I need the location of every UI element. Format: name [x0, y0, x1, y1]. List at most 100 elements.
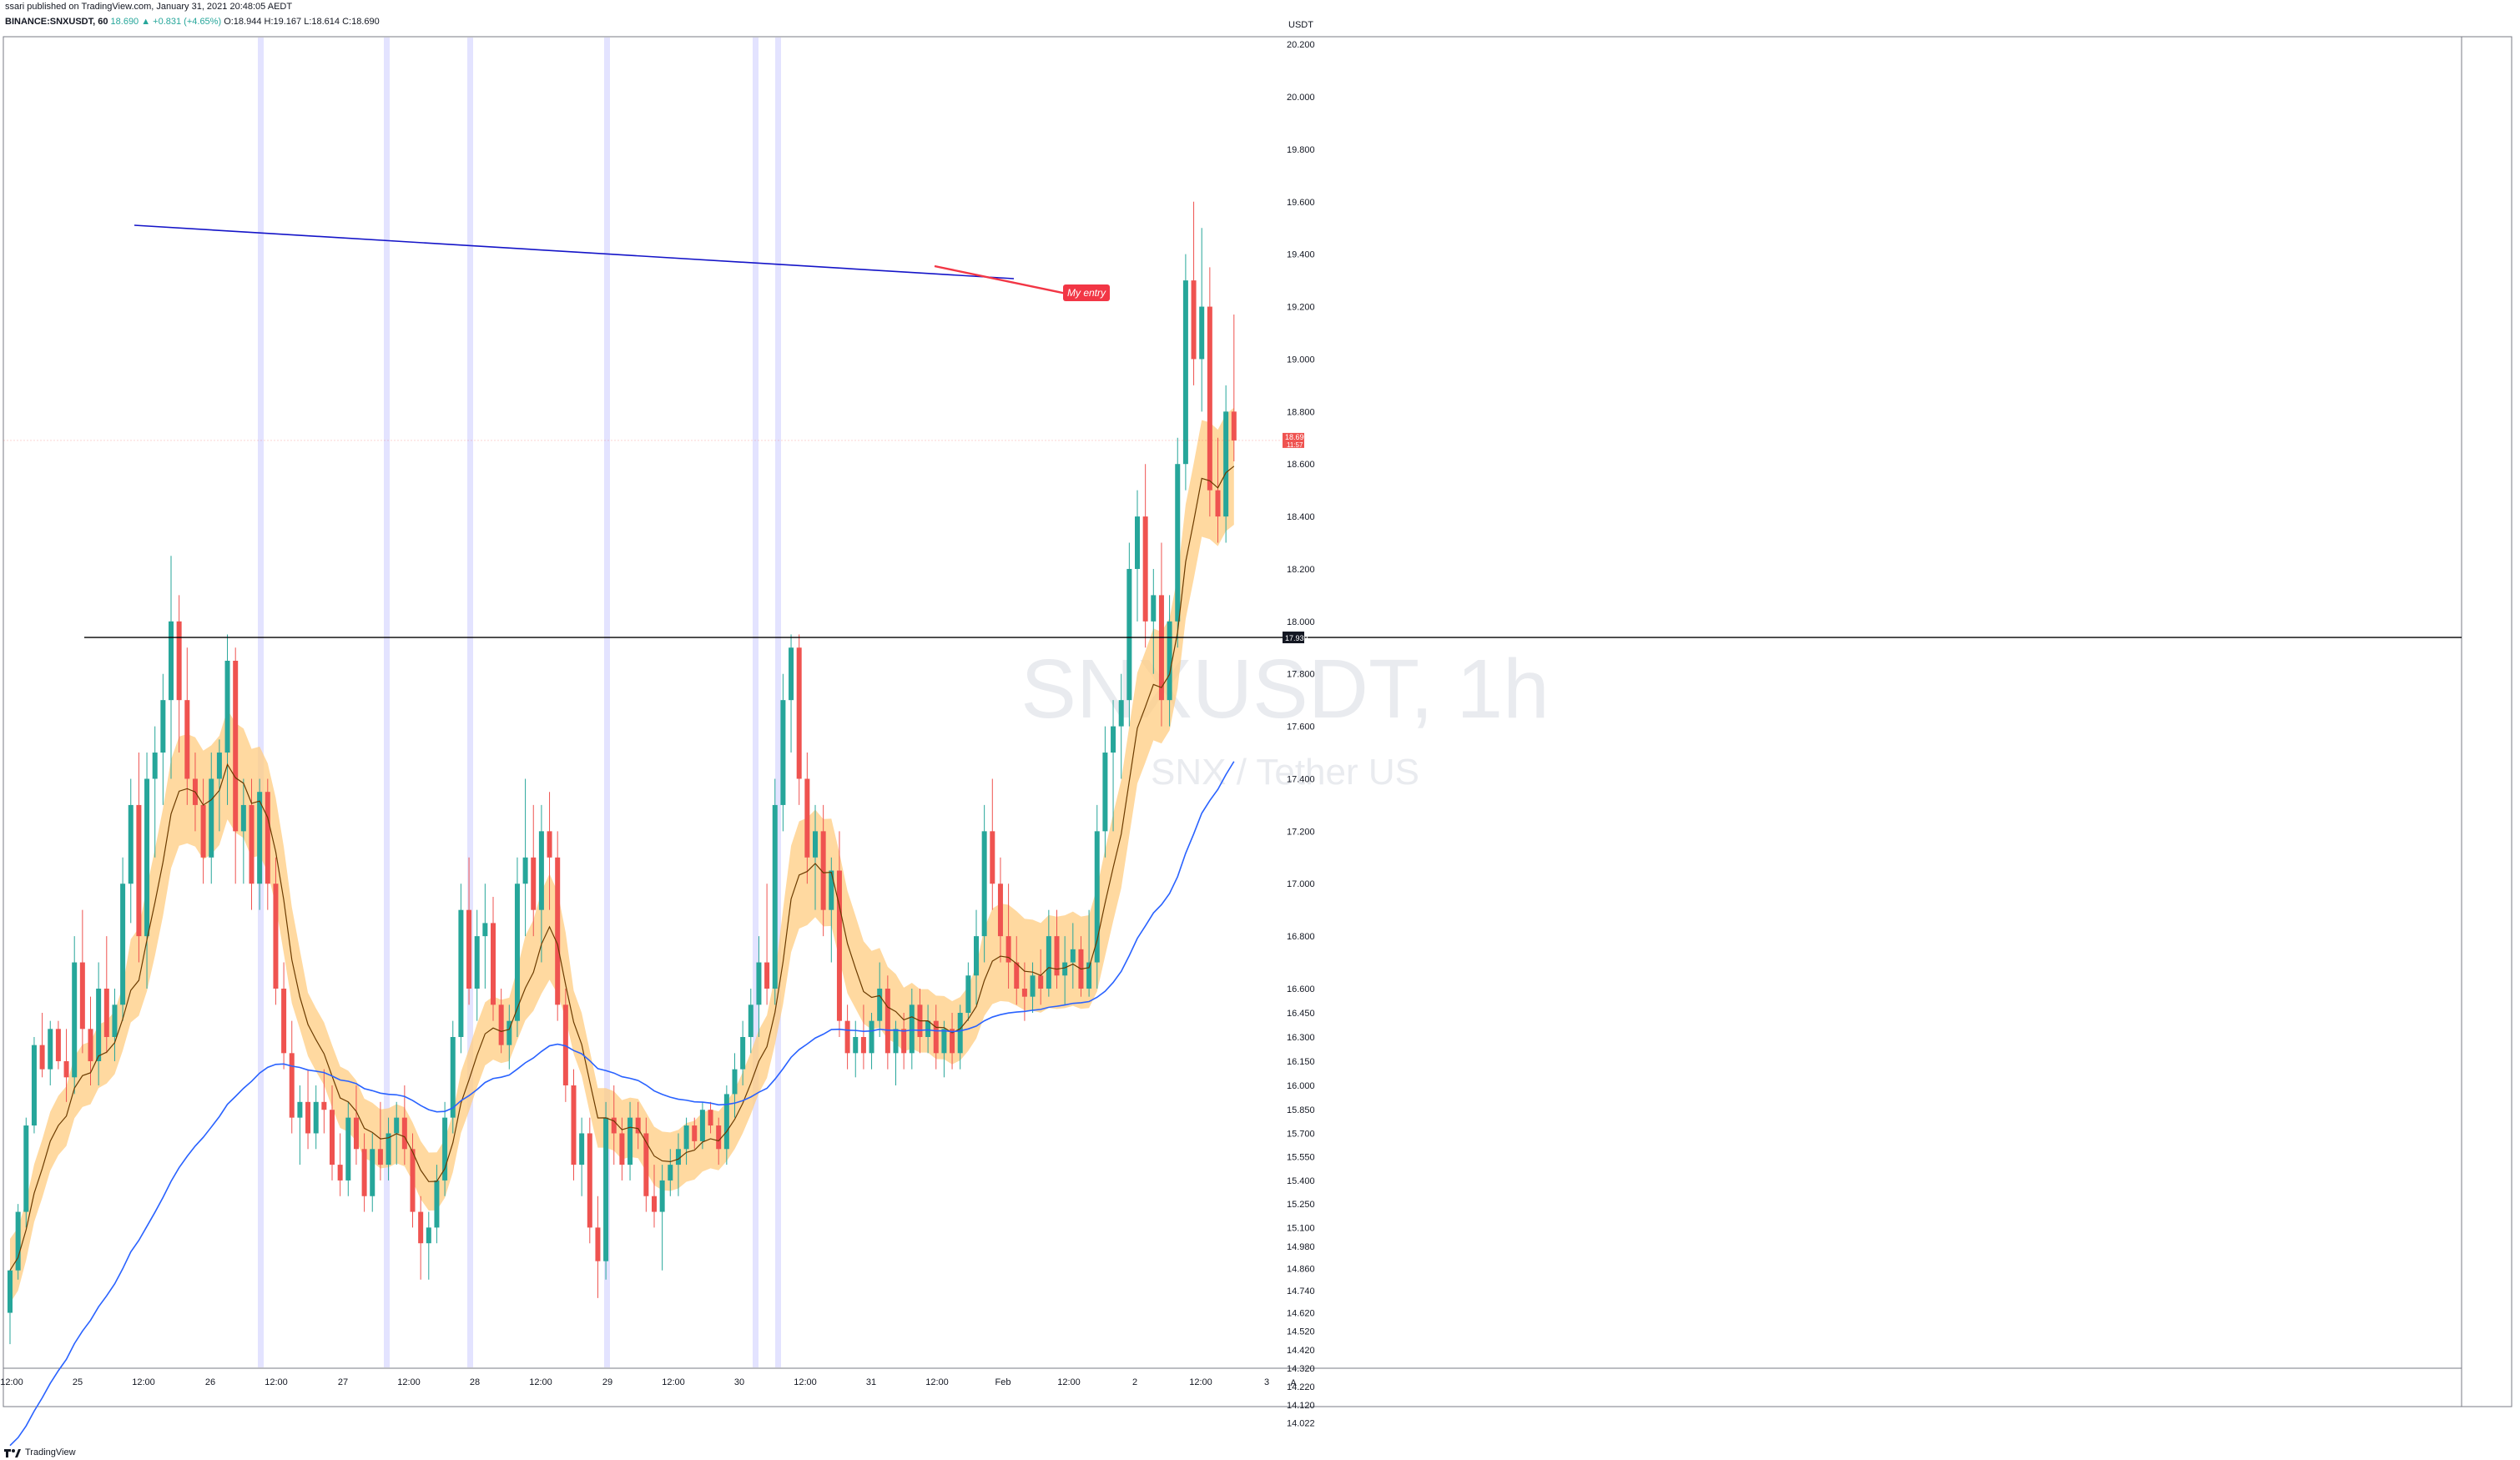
candle-body	[1030, 975, 1036, 997]
time-tick-label: 12:00	[662, 1377, 685, 1387]
candle-body	[8, 1270, 13, 1313]
ema-fast-line	[9, 466, 1235, 1271]
candle-body	[491, 923, 496, 1005]
candle-body	[79, 962, 85, 1030]
candle-body	[1182, 280, 1188, 465]
candle-97	[789, 634, 794, 753]
time-tick-label: 12:00	[925, 1377, 949, 1387]
candle-body	[313, 1101, 319, 1134]
drawings[interactable]: My entry	[84, 224, 2462, 638]
candle-63	[514, 857, 520, 1037]
candle-body	[31, 1045, 37, 1126]
time-tick-label: 12:00	[529, 1377, 552, 1387]
candle-129	[1046, 909, 1051, 997]
price-tick-label: 17.800	[1287, 670, 1315, 680]
candle-body	[72, 962, 78, 1078]
candle-body	[844, 1020, 850, 1054]
candle-55	[450, 1020, 456, 1134]
candle-body	[1086, 962, 1092, 989]
candle-59	[482, 884, 488, 989]
candle-body	[635, 1117, 641, 1134]
watermark-name: SNX / Tether US	[1151, 752, 1419, 793]
candle-67	[547, 792, 552, 910]
candle-body	[723, 1094, 729, 1150]
candle-64	[522, 778, 528, 937]
candle-body	[1062, 962, 1068, 976]
candle-122	[990, 778, 995, 910]
price-tick-label: 15.250	[1287, 1200, 1315, 1210]
candle-83	[675, 1133, 681, 1196]
time-tick-label: 12:00	[265, 1377, 288, 1387]
candle-body	[305, 1101, 311, 1134]
candle-body	[804, 778, 810, 858]
candle-40	[330, 1085, 335, 1181]
session-highlight-3	[604, 38, 610, 1367]
tradingview-logo[interactable]: TradingView	[3, 1447, 76, 1458]
time-tick-label: 28	[470, 1377, 480, 1387]
candle-38	[313, 1085, 319, 1150]
countdown-label: 11:57	[1287, 441, 1303, 449]
candle-body	[1135, 516, 1140, 569]
time-tick-label: 30	[734, 1377, 744, 1387]
candle-body	[860, 1036, 866, 1054]
candle-body	[547, 831, 552, 858]
candle-125	[1014, 936, 1020, 1005]
candle-body	[289, 1053, 295, 1118]
candle-body	[136, 804, 142, 937]
annotation-label-box	[1063, 284, 1110, 301]
candle-56	[458, 884, 464, 1054]
price-tick-label: 14.520	[1287, 1327, 1315, 1337]
candle-body	[1158, 595, 1164, 701]
candle-body	[829, 870, 834, 910]
candle-94	[764, 884, 770, 1005]
price-tick-label: 14.860	[1287, 1265, 1315, 1275]
price-tick-label: 15.400	[1287, 1176, 1315, 1186]
time-axis[interactable]: 12:00 25 12:00 26 12:00 27 12:00 28 12:00 29 12:00…	[0, 1377, 1297, 1388]
candle-96	[780, 673, 786, 832]
candle-body	[169, 621, 174, 701]
time-tick-label: Feb	[995, 1377, 1011, 1387]
candle-body	[48, 1029, 53, 1070]
candle-body	[1175, 464, 1181, 622]
candle-body	[1118, 700, 1124, 727]
price-tick-label: 18.600	[1287, 460, 1315, 470]
candle-127	[1030, 962, 1036, 1013]
candle-body	[708, 1110, 713, 1126]
price-axis[interactable]: USDT 20.200 20.000 19.800 19.600 19.400 19.200…	[3, 20, 1315, 1429]
candle-103	[836, 831, 842, 1037]
candle-28	[233, 647, 239, 884]
candle-145	[1175, 437, 1181, 648]
current-price-label: 18.690	[1285, 433, 1308, 441]
price-axis-unit: USDT	[1288, 20, 1313, 30]
candle-115	[933, 1004, 939, 1070]
candle-65	[531, 804, 537, 937]
candle-body	[957, 1012, 963, 1054]
candle-44	[361, 1133, 367, 1212]
candle-58	[474, 909, 480, 1021]
watermark-symbol: SNXUSDT, 1h	[1021, 642, 1550, 736]
candle-51	[418, 1196, 424, 1280]
candle-body	[595, 1227, 601, 1261]
candle-body	[450, 1036, 456, 1118]
published-line: ssari published on TradingView.com, Janu…	[5, 2, 293, 12]
candle-85	[692, 1117, 698, 1150]
candle-body	[683, 1125, 689, 1150]
tradingview-brand: TradingView	[25, 1447, 76, 1457]
session-highlight-4	[753, 38, 759, 1367]
candle-29	[240, 778, 246, 884]
session-highlight-1	[384, 38, 390, 1367]
candle-body	[200, 804, 206, 858]
candle-47	[386, 1117, 391, 1181]
candle-body	[112, 1004, 118, 1037]
price-tick-label: 14.740	[1287, 1286, 1315, 1296]
candle-12	[103, 936, 109, 1054]
candle-124	[1005, 884, 1011, 989]
candle-137	[1111, 700, 1116, 832]
candle-102	[829, 857, 834, 963]
session-highlights	[258, 38, 781, 1367]
price-tick-label: 14.022	[1287, 1419, 1315, 1429]
price-tick-label: 16.000	[1287, 1081, 1315, 1091]
candle-body	[853, 1036, 859, 1054]
candle-147	[1191, 201, 1197, 385]
